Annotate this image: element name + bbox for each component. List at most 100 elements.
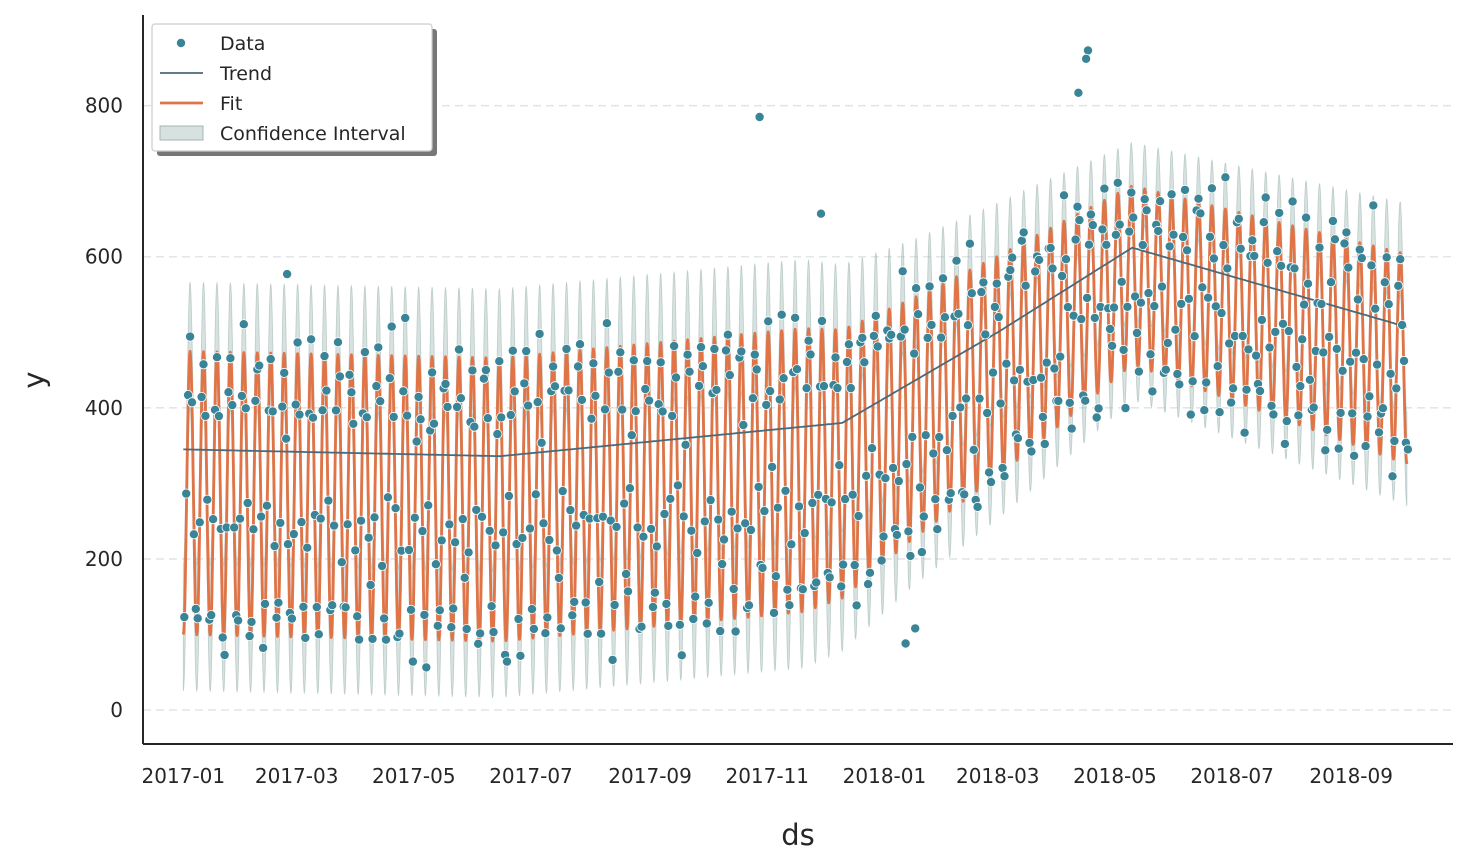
data-point xyxy=(893,476,904,487)
legend-data-marker xyxy=(175,38,186,49)
data-point xyxy=(367,633,378,644)
data-point xyxy=(840,494,851,505)
data-point xyxy=(705,495,716,506)
data-point xyxy=(430,559,441,570)
data-point xyxy=(1235,243,1246,254)
data-point xyxy=(646,523,657,534)
data-point xyxy=(480,365,491,376)
data-point xyxy=(1147,386,1158,397)
data-point xyxy=(888,462,899,473)
data-point xyxy=(784,600,795,611)
data-point xyxy=(861,470,872,481)
data-point xyxy=(774,394,785,405)
data-point xyxy=(938,273,949,284)
data-point xyxy=(1084,239,1095,250)
data-point xyxy=(980,329,991,340)
data-point xyxy=(386,321,397,332)
data-point xyxy=(1210,301,1221,312)
data-point xyxy=(467,365,478,376)
data-point xyxy=(296,517,307,528)
data-point xyxy=(747,393,758,404)
data-point xyxy=(586,413,597,424)
data-point xyxy=(382,492,393,503)
data-point xyxy=(330,405,341,416)
data-point xyxy=(744,600,755,611)
data-point xyxy=(233,615,244,626)
x-tick-label: 2017-05 xyxy=(372,764,456,788)
data-point xyxy=(217,632,228,643)
data-point xyxy=(461,624,472,635)
data-point xyxy=(427,367,438,378)
data-point xyxy=(868,330,879,341)
data-point xyxy=(1160,364,1171,375)
data-point xyxy=(623,586,634,597)
data-point xyxy=(373,342,384,353)
data-point xyxy=(244,631,255,642)
data-point xyxy=(476,511,487,522)
data-point xyxy=(352,611,363,622)
data-point xyxy=(1293,410,1304,421)
data-point xyxy=(1351,347,1362,358)
data-point xyxy=(534,328,545,339)
data-point xyxy=(525,523,536,534)
data-point xyxy=(1089,312,1100,323)
data-point xyxy=(655,357,666,368)
data-point xyxy=(1362,411,1373,422)
data-point xyxy=(511,539,522,550)
data-point xyxy=(1274,207,1285,218)
data-point xyxy=(444,519,455,530)
data-point xyxy=(375,396,386,407)
data-point xyxy=(1324,331,1335,342)
data-point xyxy=(665,493,676,504)
data-point xyxy=(617,404,628,415)
data-point xyxy=(1195,208,1206,219)
data-point xyxy=(1368,200,1379,211)
data-point xyxy=(238,319,249,330)
data-point-outlier xyxy=(900,638,911,649)
data-point xyxy=(721,345,732,356)
x-tick-label: 2018-07 xyxy=(1190,764,1274,788)
data-point xyxy=(236,390,247,401)
data-point xyxy=(519,378,530,389)
data-point xyxy=(267,406,278,417)
data-point xyxy=(428,418,439,429)
x-tick-label: 2017-09 xyxy=(608,764,692,788)
data-point xyxy=(486,601,497,612)
data-point xyxy=(407,656,418,667)
data-point xyxy=(600,404,611,415)
data-point xyxy=(853,510,864,521)
data-point xyxy=(995,398,1006,409)
data-point xyxy=(715,626,726,637)
data-point xyxy=(434,605,445,616)
data-point xyxy=(190,603,201,614)
data-point xyxy=(876,555,887,566)
data-point xyxy=(421,662,432,673)
data-point xyxy=(1289,263,1300,274)
data-point xyxy=(726,506,737,517)
data-point xyxy=(1101,239,1112,250)
data-point xyxy=(377,560,388,571)
data-point xyxy=(415,414,426,425)
data-point xyxy=(1278,318,1289,329)
data-point xyxy=(928,448,939,459)
data-point xyxy=(713,514,724,525)
data-point xyxy=(778,373,789,384)
data-point xyxy=(803,335,814,346)
data-point xyxy=(302,542,313,553)
data-point xyxy=(648,602,659,613)
data-point xyxy=(953,308,964,319)
data-point xyxy=(1264,342,1275,353)
data-point xyxy=(880,473,891,484)
data-point xyxy=(515,650,526,661)
data-point xyxy=(1222,263,1233,274)
data-point xyxy=(613,366,624,377)
data-point xyxy=(1024,437,1035,448)
data-point xyxy=(517,532,528,543)
data-point xyxy=(799,528,810,539)
data-point xyxy=(538,518,549,529)
data-point xyxy=(1239,427,1250,438)
data-point xyxy=(1262,257,1273,268)
trend-path xyxy=(183,246,1408,458)
data-point xyxy=(719,534,730,545)
